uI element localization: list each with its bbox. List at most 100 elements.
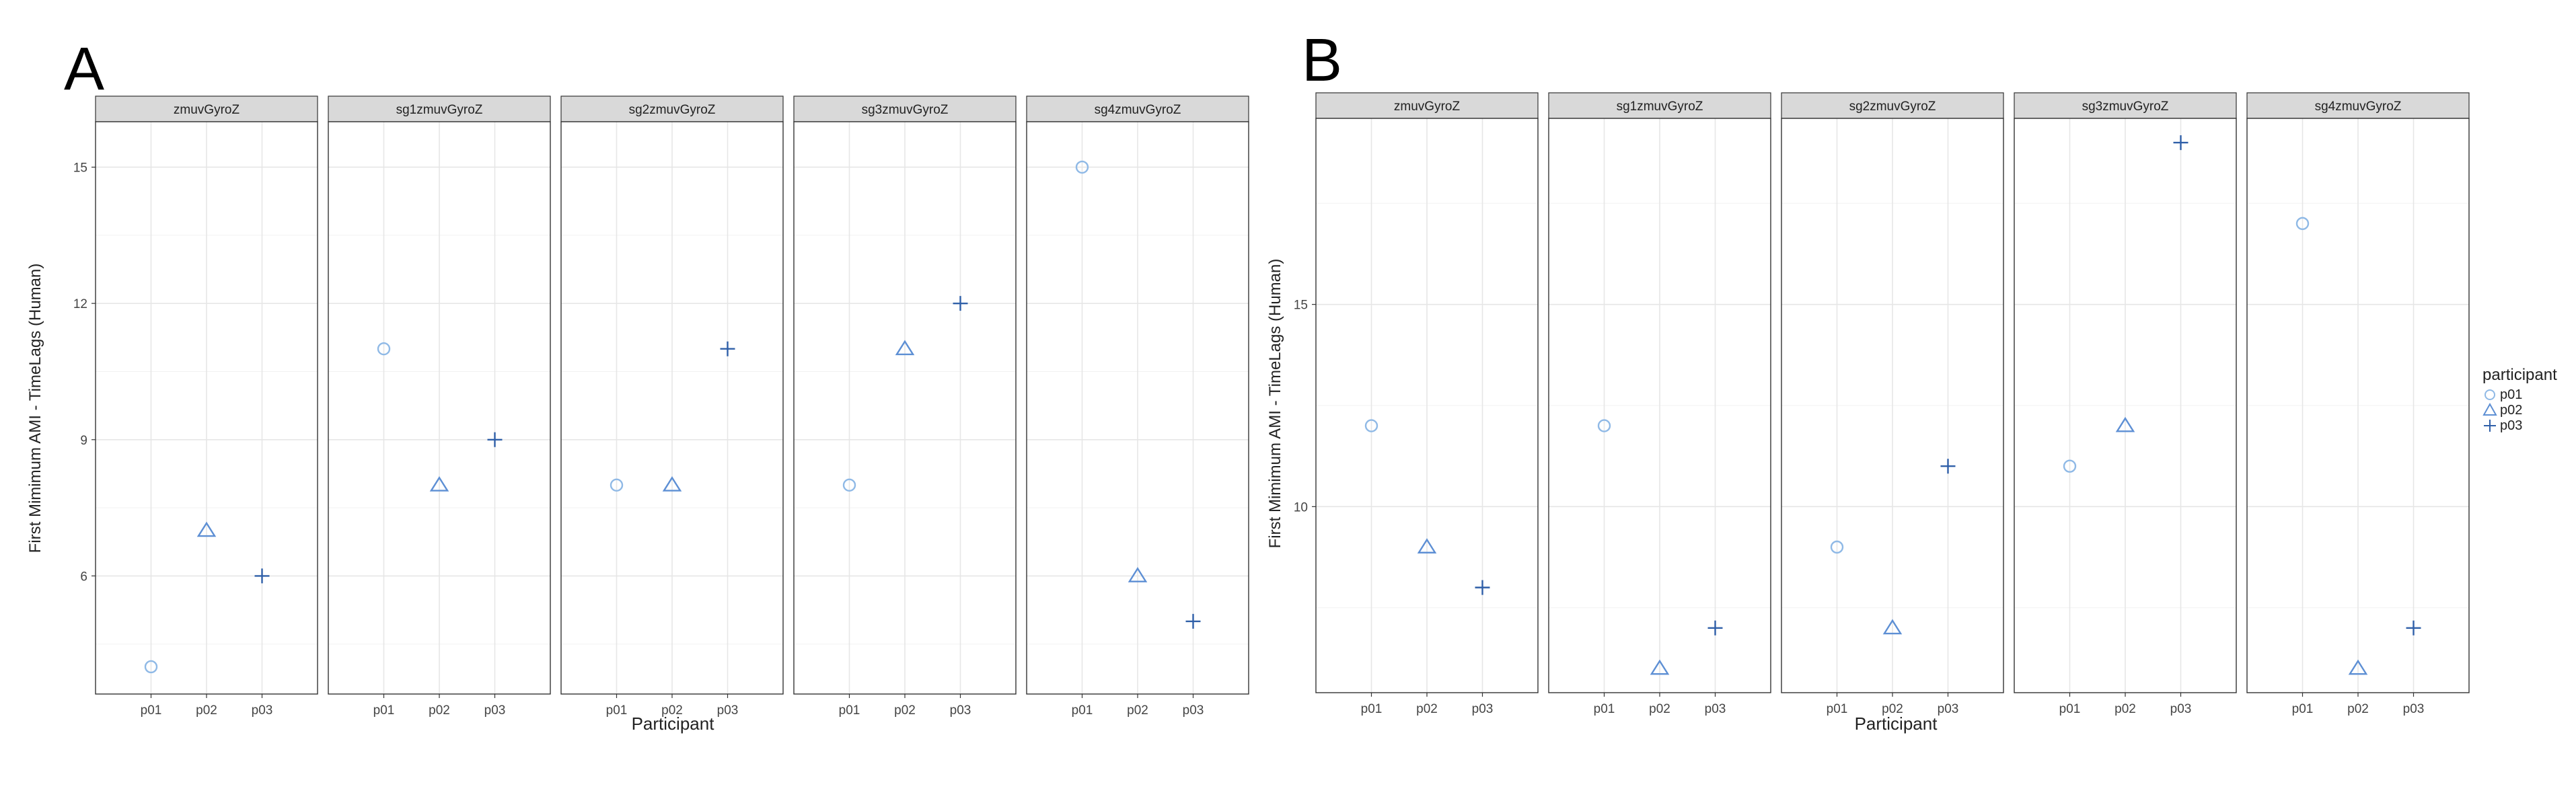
x-tick-label: p03 <box>1472 702 1494 716</box>
data-point-p01 <box>1075 160 1089 174</box>
data-point-p02 <box>429 476 449 492</box>
data-point-p03 <box>2406 620 2421 636</box>
y-tick-label: 10 <box>1294 500 1308 514</box>
x-tick-label: p03 <box>717 703 739 718</box>
x-tick-label: p03 <box>484 703 506 718</box>
y-tick-label: 6 <box>80 570 87 584</box>
plot-border <box>2014 118 2237 693</box>
legend-label: p02 <box>2500 403 2522 418</box>
x-tick-label: p02 <box>1649 702 1670 716</box>
x-tick-label: p01 <box>1827 702 1848 716</box>
facet-strip <box>560 95 784 122</box>
legend-key-triangle-icon <box>2482 402 2497 416</box>
facet-sg3zmuvGyroZ: sg3zmuvGyroZ p01 p02 p03 <box>2014 92 2237 716</box>
plot-border <box>1315 118 1539 693</box>
x-tick-label: p03 <box>1938 702 1959 716</box>
data-point-p02 <box>2348 659 2368 675</box>
y-axis-label: First Mimimum AMI - TimeLags (Human) <box>26 264 44 553</box>
x-tick-label: p02 <box>661 703 683 718</box>
legend-title: participant <box>2482 366 2557 384</box>
plot-border <box>793 121 1017 695</box>
x-tick-label: p01 <box>839 703 860 718</box>
x-tick-label: p03 <box>1705 702 1726 716</box>
plot-border <box>1548 118 1771 693</box>
x-tick-label: p02 <box>429 703 450 718</box>
x-tick-label: p02 <box>894 703 916 718</box>
data-point-p02 <box>662 476 682 492</box>
facet-title: sg4zmuvGyroZ <box>2315 100 2402 114</box>
x-tick-label: p01 <box>1072 703 1093 718</box>
facet-title: sg4zmuvGyroZ <box>1095 103 1181 117</box>
data-point-p03 <box>487 432 503 447</box>
plot-border <box>1026 121 1249 695</box>
x-tick-label: p01 <box>2059 702 2081 716</box>
x-tick-label: p03 <box>2403 702 2425 716</box>
legend-key-circle-icon <box>2485 389 2495 400</box>
plot-border <box>560 121 784 695</box>
facet-strip <box>2014 92 2237 119</box>
x-tick-label: p03 <box>950 703 971 718</box>
facet-zmuvGyroZ: zmuvGyroZ p01 p02 p03 10 15 <box>1294 92 1539 716</box>
facet-strip <box>2246 92 2470 119</box>
facet-title: sg1zmuvGyroZ <box>1617 100 1703 114</box>
facet-title: zmuvGyroZ <box>174 103 240 117</box>
facet-strip <box>1548 92 1771 119</box>
facet-title: sg3zmuvGyroZ <box>2082 100 2169 114</box>
x-tick-label: p01 <box>141 703 162 718</box>
x-axis-label: Participant <box>632 714 715 734</box>
data-point-p02 <box>1882 619 1903 635</box>
plot-border <box>95 121 318 695</box>
plot-border <box>328 121 551 695</box>
chart-panel-b: B First Mimimum AMI - TimeLags (Human) Par… <box>1266 27 2470 734</box>
chart-panel-a: A First Mimimum AMI - TimeLags (Human) Par… <box>26 36 1249 734</box>
x-tick-label: p01 <box>1361 702 1383 716</box>
x-tick-label: p03 <box>252 703 273 718</box>
x-tick-label: p02 <box>196 703 217 718</box>
data-point-p01 <box>2295 217 2310 231</box>
facet-title: sg3zmuvGyroZ <box>862 103 949 117</box>
x-tick-label: p02 <box>2347 702 2369 716</box>
x-tick-label: p01 <box>1594 702 1615 716</box>
x-tick-label: p01 <box>606 703 628 718</box>
data-point-p03 <box>254 568 270 584</box>
x-tick-label: p03 <box>1183 703 1204 718</box>
facet-sg1zmuvGyroZ: sg1zmuvGyroZ p01 p02 p03 <box>328 95 551 718</box>
data-point-p02 <box>1417 538 1437 553</box>
facet-sg2zmuvGyroZ: sg2zmuvGyroZ p01 p02 p03 <box>1781 92 2004 716</box>
data-point-p02 <box>1650 659 1670 675</box>
plot-border <box>2246 118 2470 693</box>
data-point-p02 <box>895 340 915 356</box>
facet-sg4zmuvGyroZ: sg4zmuvGyroZ p01 p02 p03 <box>1026 95 1249 718</box>
data-point-p01 <box>1597 419 1611 432</box>
data-point-p03 <box>1940 459 1956 474</box>
data-point-p02 <box>1128 567 1148 582</box>
legend-key-plus-icon <box>2484 420 2496 432</box>
facet-sg4zmuvGyroZ: sg4zmuvGyroZ p01 p02 p03 <box>2246 92 2470 716</box>
data-point-p03 <box>953 296 968 311</box>
y-tick-label: 12 <box>73 297 87 311</box>
facet-sg2zmuvGyroZ: sg2zmuvGyroZ p01 p02 p03 <box>560 95 784 718</box>
plot-border <box>1781 118 2004 693</box>
facet-title: sg1zmuvGyroZ <box>396 103 483 117</box>
facet-title: sg2zmuvGyroZ <box>1849 100 1936 114</box>
data-point-p01 <box>144 660 158 674</box>
legend-item-p01: p01 <box>2485 387 2522 402</box>
facet-sg1zmuvGyroZ: sg1zmuvGyroZ p01 p02 p03 <box>1548 92 1771 716</box>
x-axis-label: Participant <box>1855 714 1938 734</box>
data-point-p02 <box>2115 416 2135 432</box>
x-tick-label: p02 <box>1416 702 1438 716</box>
data-point-p01 <box>1830 540 1844 554</box>
x-tick-label: p02 <box>1882 702 1903 716</box>
data-point-p03 <box>720 341 735 356</box>
data-point-p01 <box>610 478 624 492</box>
data-point-p02 <box>196 521 217 537</box>
data-point-p03 <box>2173 135 2188 151</box>
y-tick-label: 15 <box>73 161 87 176</box>
facet-title: sg2zmuvGyroZ <box>629 103 716 117</box>
legend-label: p01 <box>2500 387 2522 402</box>
facet-strip <box>328 95 551 122</box>
facet-strip <box>1781 92 2004 119</box>
panel-label: B <box>1302 27 1342 94</box>
